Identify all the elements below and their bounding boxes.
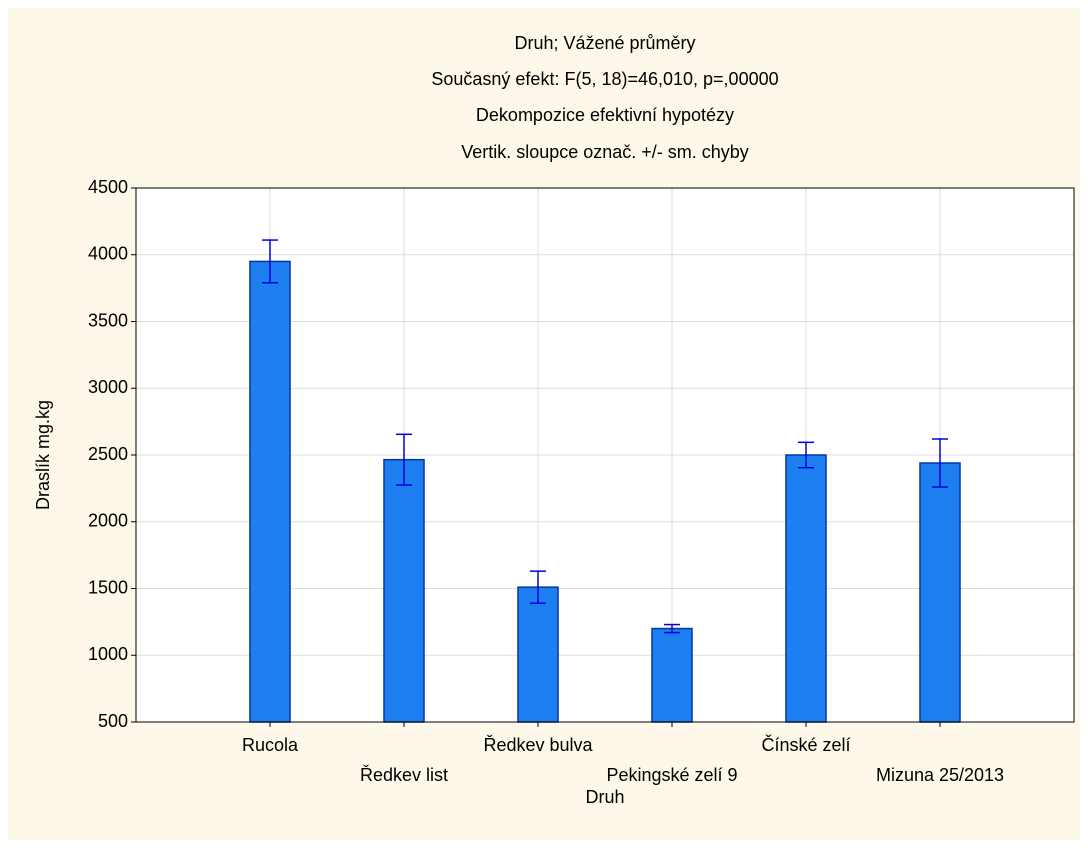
y-tick-label: 500 [98,711,128,731]
x-tick-label: Mizuna 25/2013 [876,765,1004,785]
x-tick-label: Pekingské zelí 9 [606,765,737,785]
bar [651,627,693,723]
plot-frame [135,187,1075,723]
x-tick-label: Čínské zelí [761,734,850,755]
bar [383,458,425,723]
x-tick-label: Rucola [242,735,299,755]
y-tick-label: 4500 [88,177,128,197]
y-tick-label: 2500 [88,444,128,464]
bar [249,260,291,723]
x-tick-label: Ředkev bulva [483,735,593,755]
y-tick-label: 2000 [88,511,128,531]
y-tick-label: 3000 [88,377,128,397]
bar [517,586,559,723]
y-tick-label: 4000 [88,244,128,264]
y-tick-label: 1000 [88,644,128,664]
bar [919,462,961,723]
chart-subtitle: Vertik. sloupce označ. +/- sm. chyby [461,142,749,162]
bar [785,454,827,723]
chart-subtitle: Dekompozice efektivní hypotézy [476,105,734,125]
x-axis-label: Druh [585,787,624,807]
chart-subtitle: Současný efekt: F(5, 18)=46,010, p=,0000… [431,69,778,89]
y-tick-label: 3500 [88,310,128,330]
y-axis-label: Draslík mg.kg [33,400,53,510]
x-tick-label: Ředkev list [360,765,448,785]
chart-title: Druh; Vážené průměry [514,33,695,53]
y-tick-label: 1500 [88,577,128,597]
